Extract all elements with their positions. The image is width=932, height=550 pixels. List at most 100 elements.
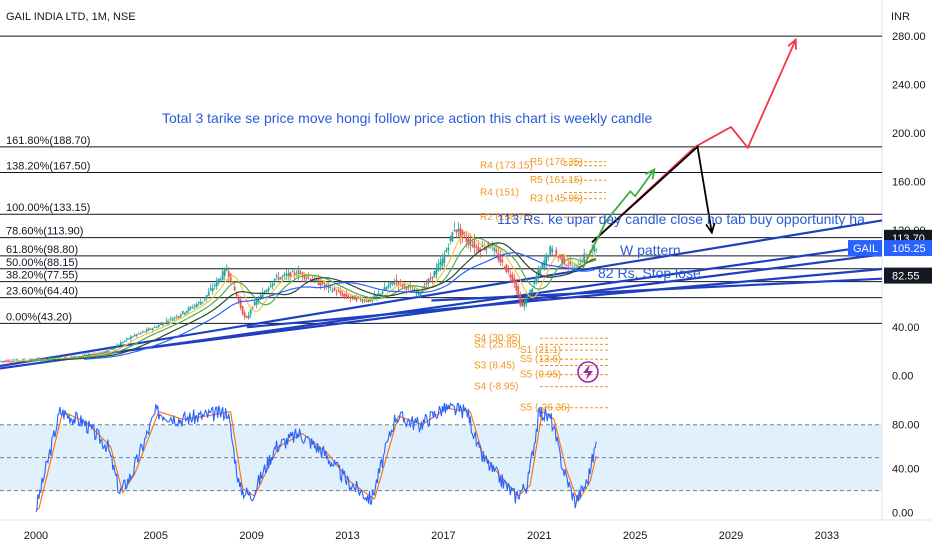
candle-body xyxy=(513,277,516,283)
candle-body xyxy=(34,360,36,362)
candle-body xyxy=(517,286,520,296)
candle-body xyxy=(275,275,278,277)
candle-body xyxy=(261,292,264,299)
candle-body xyxy=(289,272,292,278)
candle-body xyxy=(269,285,272,288)
candle-body xyxy=(559,256,562,258)
pivot-label: R4 (173.15) xyxy=(480,161,533,172)
candle-body xyxy=(317,279,320,286)
candle-body xyxy=(373,295,376,300)
ma-slow-line xyxy=(52,242,597,361)
candle-body xyxy=(407,286,410,288)
candle-body xyxy=(109,348,112,350)
candle-body xyxy=(20,360,22,362)
candle-body xyxy=(523,301,526,307)
candle-body xyxy=(58,357,60,359)
candle-body xyxy=(129,336,132,340)
candle-body xyxy=(253,301,256,306)
candle-body xyxy=(233,286,236,291)
candle-body xyxy=(539,267,542,275)
pivot-label: S4 (-8.95) xyxy=(474,382,518,393)
candle-body xyxy=(225,269,228,271)
pivot-label: S4 (30.95) xyxy=(474,333,521,344)
candle-body xyxy=(469,239,472,246)
candle-body xyxy=(403,283,406,286)
black-arrow-head xyxy=(705,222,716,235)
candle-body xyxy=(477,246,480,252)
candle-body xyxy=(239,299,242,308)
time-axis[interactable]: 2000 2005 2009 2013 2017 2021 2025 2029 2033 xyxy=(24,530,839,542)
candle-body xyxy=(503,266,506,270)
candle-body xyxy=(241,306,244,315)
trendline xyxy=(246,267,883,329)
candle-body xyxy=(437,264,440,271)
candle-body xyxy=(127,338,130,340)
candle-body xyxy=(467,238,470,244)
candle-body xyxy=(551,248,554,253)
fib-label: 61.80%(98.80) xyxy=(6,244,78,256)
price-tag-value: 82.55 xyxy=(892,271,920,283)
candle-body xyxy=(465,237,468,242)
currency-label: INR xyxy=(891,11,910,23)
green-arrow-head xyxy=(645,167,656,180)
candle-body xyxy=(257,299,260,302)
candle-body xyxy=(44,358,46,360)
candle-body xyxy=(219,279,222,281)
candle-body xyxy=(279,277,282,280)
candle-body xyxy=(547,256,550,258)
candle-body xyxy=(159,323,162,325)
candle-body xyxy=(499,254,502,263)
candle-body xyxy=(365,300,368,302)
candle-body xyxy=(227,271,230,278)
green-arrow xyxy=(581,168,656,270)
candle-body xyxy=(349,297,352,299)
candle-body xyxy=(54,357,56,359)
candle-body xyxy=(493,247,496,251)
candle-body xyxy=(117,344,120,346)
candle-body xyxy=(229,273,232,283)
pivot-label: S3 (8.45) xyxy=(474,360,515,371)
candle-body xyxy=(281,275,284,277)
fib-label: 23.60%(64.40) xyxy=(6,286,78,298)
pivot-label: R4 (151) xyxy=(480,188,519,199)
candle-body xyxy=(533,281,536,285)
candle-body xyxy=(8,360,10,362)
candle-body xyxy=(209,288,212,291)
candle-body xyxy=(273,278,276,283)
projection-arrows[interactable] xyxy=(581,37,797,270)
candle-body xyxy=(453,230,456,232)
time-tick-label: 2005 xyxy=(144,530,168,542)
lightning-icon[interactable] xyxy=(577,361,599,383)
candle-body xyxy=(201,301,204,303)
symbol-tag-label: GAIL xyxy=(853,243,878,255)
candle-body xyxy=(121,342,124,344)
trendlines[interactable] xyxy=(0,219,883,370)
annotations: Total 3 tarike se price move hongi follo… xyxy=(162,110,865,281)
candle-body xyxy=(571,267,574,270)
candle-body xyxy=(381,291,384,294)
candle-body xyxy=(123,340,126,342)
candle-body xyxy=(85,355,88,357)
stoch-tick-label: 80.00 xyxy=(892,420,920,432)
candle-body xyxy=(337,290,340,292)
candle-body xyxy=(141,331,144,333)
candle-body xyxy=(331,290,334,292)
time-tick-label: 2025 xyxy=(623,530,647,542)
candle-body xyxy=(425,283,428,285)
time-tick-label: 2017 xyxy=(431,530,455,542)
main-note: Total 3 tarike se price move hongi follo… xyxy=(162,110,652,126)
candle-body xyxy=(307,276,310,278)
candle-body xyxy=(445,249,448,253)
candle-body xyxy=(181,310,184,314)
fib-lines xyxy=(0,35,882,324)
candle-body xyxy=(293,272,296,275)
candle-body xyxy=(183,312,186,315)
candle-body xyxy=(271,283,274,287)
candle-body xyxy=(303,273,306,279)
fib-label: 138.20%(167.50) xyxy=(6,161,90,173)
candle-body xyxy=(351,295,354,297)
fib-label: 50.00%(88.15) xyxy=(6,257,78,269)
candle-body xyxy=(431,276,434,279)
